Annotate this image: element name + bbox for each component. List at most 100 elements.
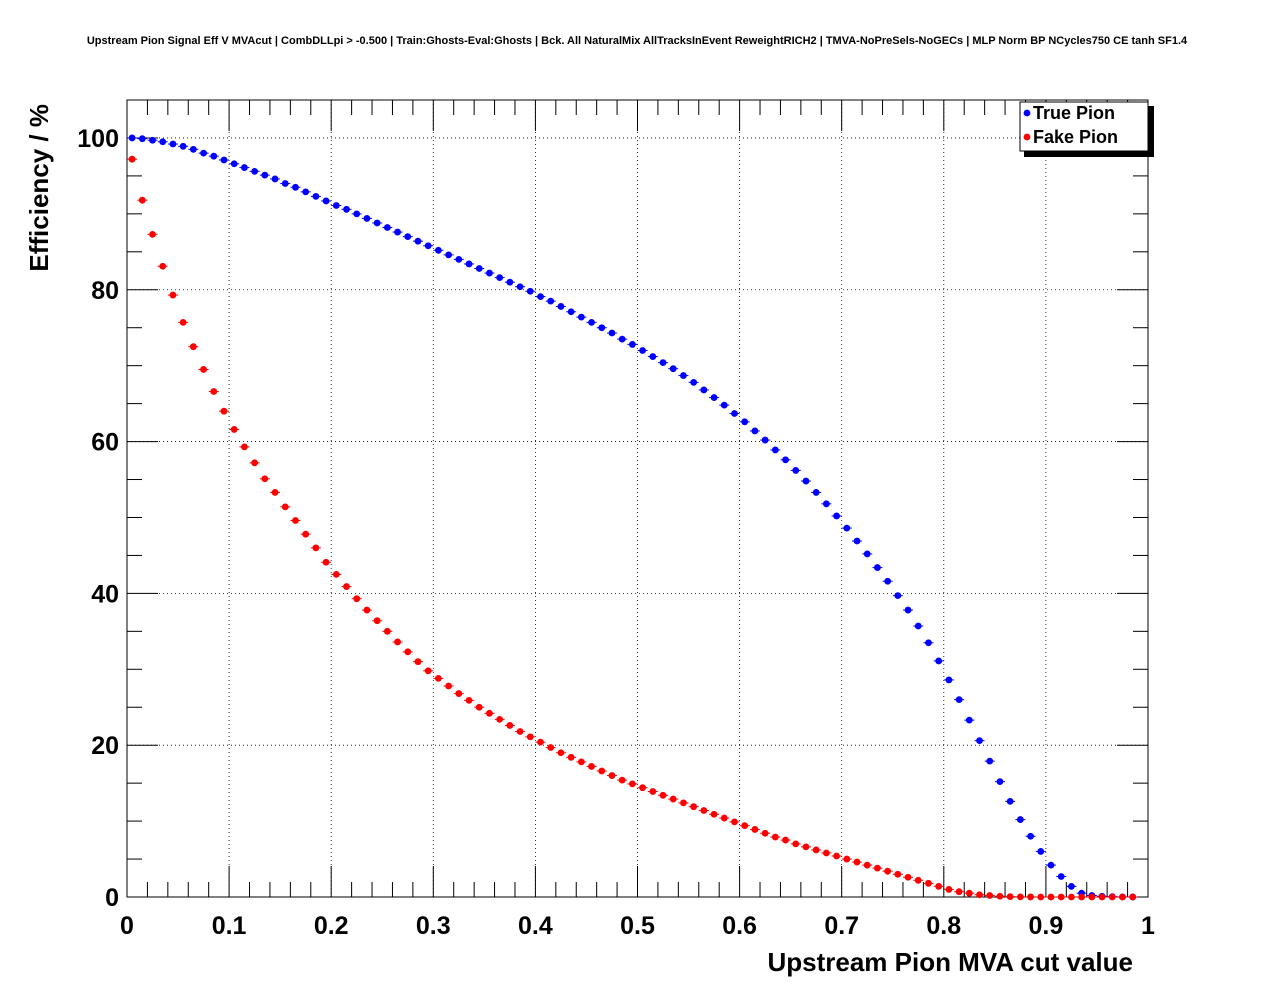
data-point xyxy=(128,134,136,142)
data-point xyxy=(833,852,840,860)
legend-box xyxy=(1019,101,1149,152)
data-point xyxy=(526,733,534,741)
x-tick-labels: 0 0.1 0.2 0.3 0.4 0.5 0.6 0.7 0.8 0.9 1 xyxy=(120,912,1155,940)
data-point xyxy=(486,269,493,277)
data-point xyxy=(281,180,289,187)
data-point xyxy=(465,260,473,268)
y-axis-title: Efficiency / % xyxy=(24,104,54,272)
data-point xyxy=(771,446,779,454)
data-point xyxy=(179,319,187,326)
data-point xyxy=(812,489,820,496)
data-point xyxy=(445,251,453,259)
data-point xyxy=(782,836,789,844)
y-tick-label: 60 xyxy=(91,429,119,457)
data-point xyxy=(424,242,432,250)
data-point xyxy=(189,145,197,153)
data-point xyxy=(669,365,677,373)
legend-label: Fake Pion xyxy=(1033,127,1118,147)
data-point xyxy=(1098,893,1106,901)
data-point xyxy=(128,155,136,163)
data-point xyxy=(914,622,922,630)
data-point xyxy=(169,140,177,148)
data-point xyxy=(669,795,677,803)
y-tick-label: 20 xyxy=(91,732,119,760)
x-tick-label: 0.4 xyxy=(518,912,553,940)
data-point xyxy=(976,737,983,745)
data-point xyxy=(1047,893,1055,901)
data-point xyxy=(241,443,248,451)
grid-lines xyxy=(127,100,1148,897)
data-point xyxy=(149,136,156,144)
data-point xyxy=(149,230,156,238)
data-point xyxy=(567,753,575,761)
data-point xyxy=(680,372,687,379)
x-tick-label: 0.5 xyxy=(620,912,655,940)
data-point xyxy=(649,788,657,795)
data-point xyxy=(996,892,1004,900)
x-tick-label: 0.6 xyxy=(722,912,757,940)
data-point xyxy=(414,658,422,666)
data-point xyxy=(353,210,361,218)
data-point xyxy=(496,715,504,723)
data-point xyxy=(771,833,779,841)
data-point xyxy=(343,583,350,590)
data-point xyxy=(680,799,687,807)
data-point xyxy=(261,475,269,483)
plot-area xyxy=(126,99,1149,898)
data-point xyxy=(894,870,902,878)
data-point xyxy=(822,849,830,857)
data-point xyxy=(904,873,912,881)
data-point xyxy=(169,291,177,299)
data-point xyxy=(312,544,320,552)
data-point xyxy=(965,716,973,724)
x-tick-label: 1 xyxy=(1141,912,1155,940)
data-point xyxy=(353,595,361,603)
data-point xyxy=(741,418,749,426)
data-point xyxy=(588,763,595,770)
data-point xyxy=(292,517,299,524)
data-point xyxy=(159,262,167,270)
data-point xyxy=(955,888,963,896)
data-point xyxy=(822,500,830,508)
legend-label: True Pion xyxy=(1033,103,1115,123)
data-point xyxy=(1057,893,1065,901)
data-point xyxy=(322,558,330,566)
data-point xyxy=(537,738,544,746)
data-point xyxy=(200,366,207,373)
data-point xyxy=(843,524,851,532)
data-point xyxy=(312,192,320,200)
data-point xyxy=(455,690,463,697)
data-point xyxy=(373,617,381,625)
data-point xyxy=(1016,893,1024,901)
data-point xyxy=(496,274,504,282)
data-point xyxy=(373,219,381,227)
data-point xyxy=(792,467,800,474)
data-point xyxy=(731,818,738,826)
data-point xyxy=(639,784,647,792)
data-point xyxy=(853,858,861,866)
data-point xyxy=(567,308,575,316)
data-point xyxy=(863,861,871,869)
data-point xyxy=(884,867,892,875)
data-point xyxy=(700,807,708,814)
data-point xyxy=(996,778,1004,786)
data-point xyxy=(526,287,534,295)
x-tick-label: 0.1 xyxy=(212,912,247,940)
data-point xyxy=(445,682,453,690)
data-point xyxy=(230,160,238,168)
data-point xyxy=(904,606,912,614)
data-point xyxy=(925,639,932,647)
data-point xyxy=(516,283,524,291)
data-point xyxy=(220,407,228,415)
x-tick-label: 0.8 xyxy=(926,912,961,940)
data-point xyxy=(332,571,340,578)
data-point xyxy=(516,728,524,735)
x-axis-title: Upstream Pion MVA cut value xyxy=(767,947,1133,977)
y-tick-label: 40 xyxy=(91,580,119,608)
data-point xyxy=(210,152,218,160)
data-point xyxy=(332,202,340,209)
data-point xyxy=(1016,816,1024,823)
data-point xyxy=(1068,882,1075,890)
data-point xyxy=(863,550,871,558)
